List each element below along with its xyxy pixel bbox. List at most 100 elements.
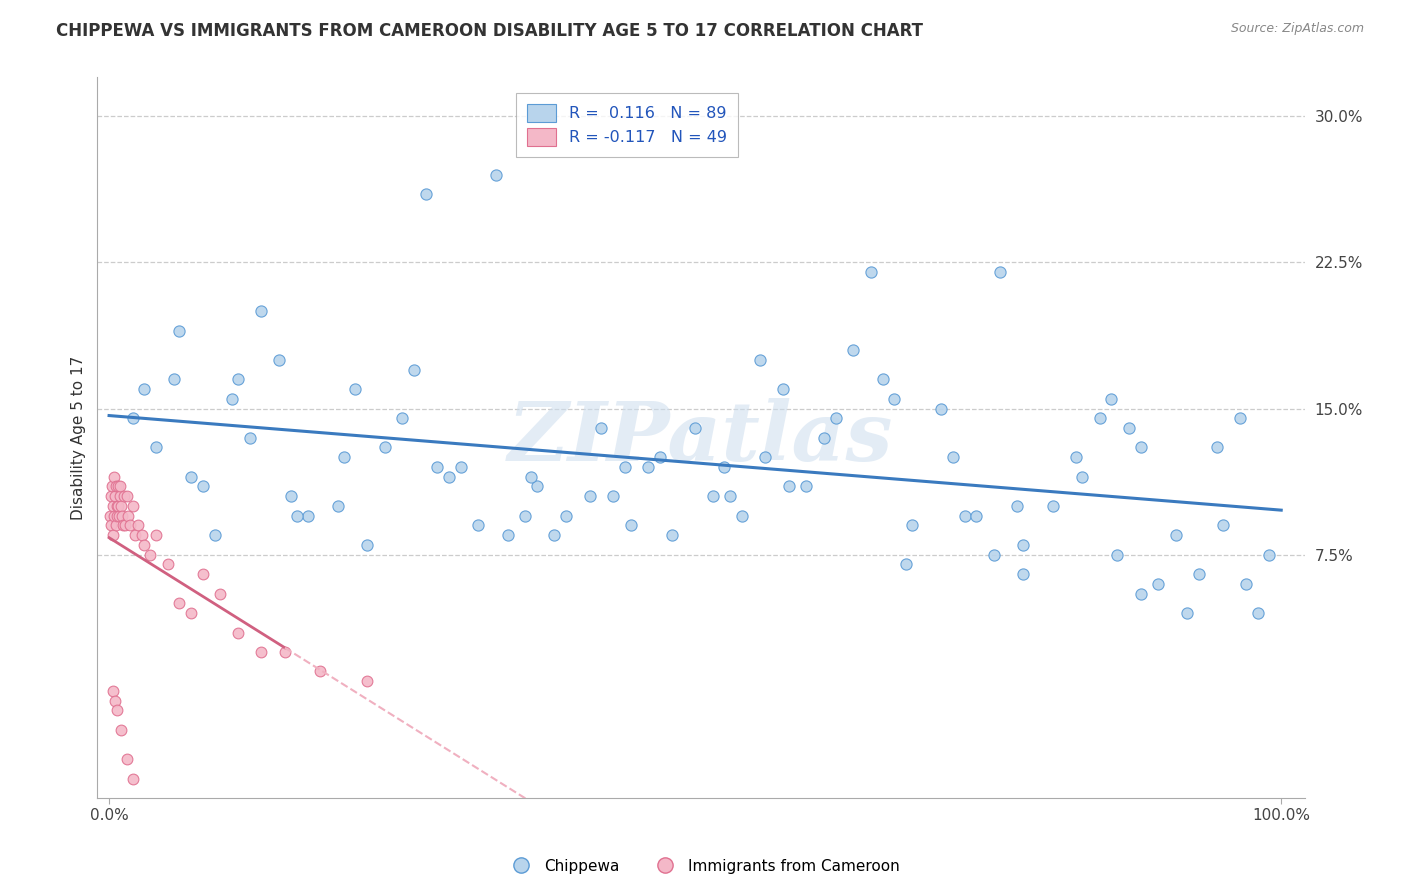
Point — [1258, 548, 1281, 562]
Point — [108, 479, 131, 493]
Point — [748, 352, 770, 367]
Point — [156, 558, 179, 572]
Point — [602, 489, 624, 503]
Point — [250, 645, 273, 659]
Point — [121, 411, 143, 425]
Point — [111, 508, 134, 523]
Point — [988, 265, 1011, 279]
Point — [98, 508, 121, 523]
Y-axis label: Disability Age 5 to 17: Disability Age 5 to 17 — [72, 356, 86, 520]
Point — [120, 518, 142, 533]
Point — [101, 684, 124, 698]
Point — [1212, 518, 1234, 533]
Point — [883, 392, 905, 406]
Point — [415, 187, 437, 202]
Point — [953, 508, 976, 523]
Point — [221, 392, 243, 406]
Point — [332, 450, 354, 465]
Point — [496, 528, 519, 542]
Point — [1118, 421, 1140, 435]
Point — [965, 508, 987, 523]
Point — [1099, 392, 1122, 406]
Point — [101, 499, 124, 513]
Point — [796, 479, 818, 493]
Point — [162, 372, 184, 386]
Point — [105, 703, 128, 717]
Point — [124, 528, 146, 542]
Text: ZIPatlas: ZIPatlas — [508, 398, 894, 478]
Point — [591, 421, 613, 435]
Point — [107, 499, 129, 513]
Point — [104, 694, 127, 708]
Point — [191, 567, 214, 582]
Point — [373, 441, 395, 455]
Point — [1129, 441, 1152, 455]
Point — [297, 508, 319, 523]
Point — [145, 441, 167, 455]
Legend: R =  0.116   N = 89, R = -0.117   N = 49: R = 0.116 N = 89, R = -0.117 N = 49 — [516, 93, 738, 158]
Point — [824, 411, 846, 425]
Point — [100, 489, 122, 503]
Point — [426, 460, 449, 475]
Point — [100, 518, 122, 533]
Point — [901, 518, 924, 533]
Point — [1147, 577, 1170, 591]
Point — [127, 518, 149, 533]
Point — [180, 606, 202, 620]
Point — [894, 558, 917, 572]
Point — [467, 518, 489, 533]
Point — [114, 518, 136, 533]
Point — [1177, 606, 1199, 620]
Point — [108, 489, 131, 503]
Point — [1188, 567, 1211, 582]
Point — [872, 372, 894, 386]
Point — [191, 479, 214, 493]
Point — [1247, 606, 1270, 620]
Point — [772, 382, 794, 396]
Point — [356, 674, 378, 689]
Point — [134, 382, 156, 396]
Point — [661, 528, 683, 542]
Point — [250, 304, 273, 318]
Point — [1042, 499, 1064, 513]
Point — [1229, 411, 1251, 425]
Point — [104, 518, 127, 533]
Point — [859, 265, 882, 279]
Point — [326, 499, 349, 513]
Point — [813, 431, 835, 445]
Point — [702, 489, 724, 503]
Point — [713, 460, 735, 475]
Point — [101, 479, 124, 493]
Point — [112, 489, 135, 503]
Point — [274, 645, 297, 659]
Point — [402, 362, 425, 376]
Point — [226, 625, 249, 640]
Point — [209, 586, 232, 600]
Point — [450, 460, 472, 475]
Point — [555, 508, 578, 523]
Point — [520, 469, 543, 483]
Point — [1012, 567, 1035, 582]
Point — [110, 499, 132, 513]
Point — [139, 548, 162, 562]
Point — [1164, 528, 1187, 542]
Point — [718, 489, 741, 503]
Point — [134, 538, 156, 552]
Point — [356, 538, 378, 552]
Point — [105, 508, 128, 523]
Point — [145, 528, 167, 542]
Point — [648, 450, 671, 465]
Point — [683, 421, 706, 435]
Point — [1205, 441, 1227, 455]
Point — [112, 518, 135, 533]
Point — [104, 489, 127, 503]
Point — [108, 508, 131, 523]
Point — [731, 508, 754, 523]
Point — [280, 489, 302, 503]
Point — [1129, 586, 1152, 600]
Point — [1088, 411, 1111, 425]
Point — [543, 528, 565, 542]
Point — [121, 772, 143, 786]
Point — [103, 508, 125, 523]
Point — [515, 508, 537, 523]
